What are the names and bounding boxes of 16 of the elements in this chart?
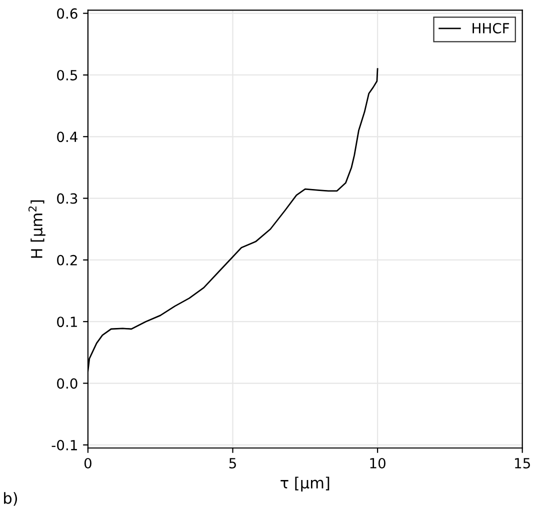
y-axis-title: H [μm$^{2}$] [28,200,46,258]
y-tick-label: 0.3 [57,193,78,204]
x-tick-label: 0 [84,458,92,468]
legend-label: HHCF [472,22,510,34]
y-tick-label: 0.1 [57,316,77,328]
y-tick-label: 0.2 [57,254,77,266]
x-tick-label: 15 [515,458,530,468]
y-tick-label: 0.0 [57,378,78,389]
y-tick-label: 0.6 [57,8,78,19]
x-tick-label: 5 [229,458,236,468]
text: b) [4,492,18,506]
y-tick-label: 0.4 [57,132,78,142]
y-tick-label: -0.1 [52,440,77,450]
x-tick-label: 10 [370,458,386,468]
x-axis-title: τ [μm] [280,476,330,492]
y-tick-label: 0.5 [57,70,78,80]
